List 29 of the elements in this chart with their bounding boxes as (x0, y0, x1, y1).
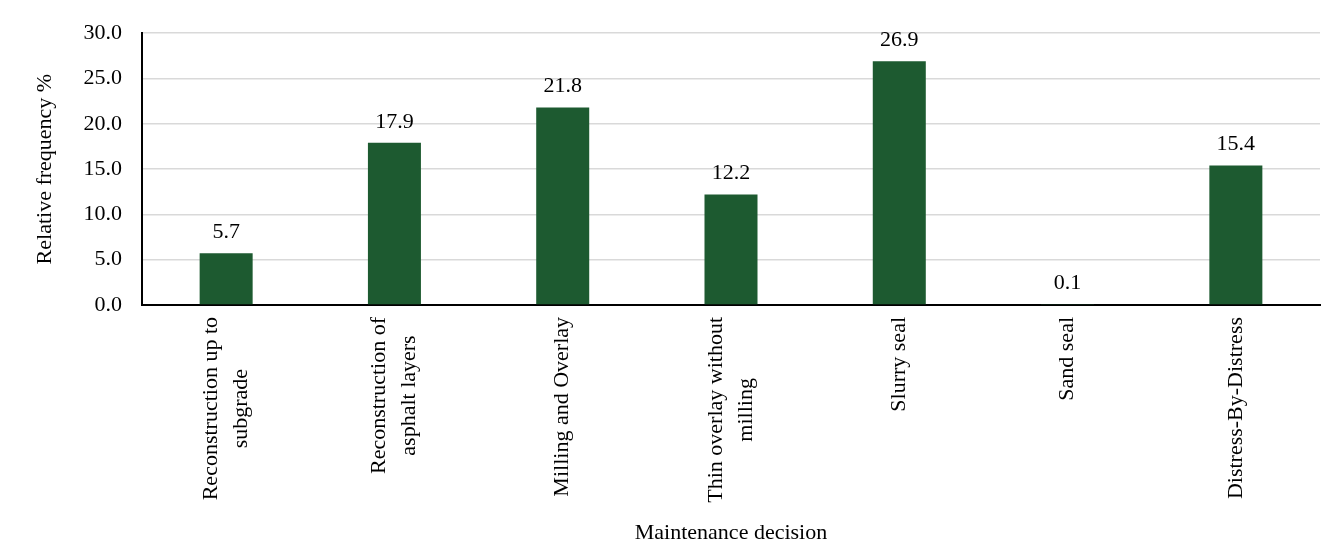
x-tick-label: Sand seal (1053, 317, 1079, 401)
y-tick-label: 10.0 (83, 200, 122, 226)
y-tick-label: 20.0 (83, 109, 122, 135)
y-tick-label: 25.0 (83, 64, 122, 90)
x-tick-label: Reconstruction of asphalt layers (365, 316, 421, 475)
y-axis-title: Relative frequency % (30, 73, 56, 265)
data-label: 26.9 (880, 26, 919, 52)
y-tick-label: 5.0 (94, 245, 122, 271)
bar (536, 107, 590, 305)
data-label: 12.2 (711, 159, 751, 185)
x-tick-label: Distress-By-Distress (1221, 317, 1247, 500)
x-tick-label: Slurry seal (885, 317, 911, 412)
bar (199, 253, 253, 305)
x-axis-title: Maintenance decision (634, 518, 828, 544)
data-label: 5.7 (212, 218, 240, 244)
bar (704, 194, 758, 305)
bar (1209, 165, 1263, 305)
y-tick-label: 0.0 (94, 290, 122, 316)
bar (872, 61, 926, 305)
bar (367, 142, 421, 305)
data-label: 0.1 (1053, 268, 1082, 294)
x-tick-label: Thin overlay without milling (701, 317, 757, 503)
x-tick-label: Milling and Overlay (548, 317, 574, 497)
data-label: 15.4 (1216, 130, 1256, 156)
data-label: 17.9 (375, 107, 414, 133)
x-tick-label: Reconstruction up to subgrade (197, 317, 252, 501)
y-tick-label: 30.0 (83, 18, 122, 44)
data-label: 21.8 (543, 72, 582, 98)
y-tick-label: 15.0 (83, 154, 122, 180)
